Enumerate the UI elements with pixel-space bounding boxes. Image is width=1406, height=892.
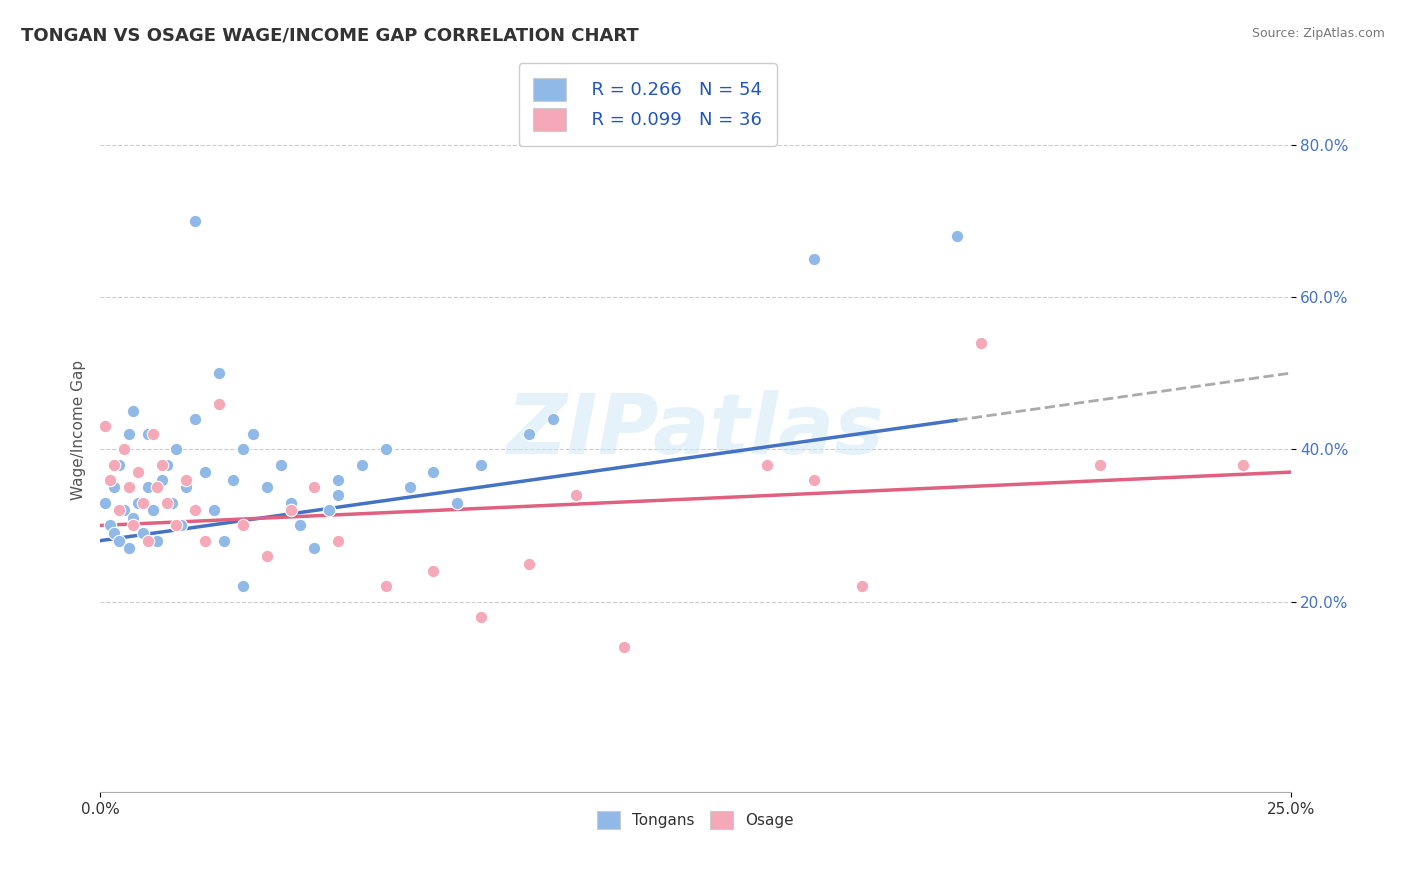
Point [184, 412, 207, 426]
Point [108, 503, 131, 517]
Point [132, 526, 155, 541]
Point [184, 503, 207, 517]
Point [470, 458, 492, 472]
Point [118, 541, 141, 556]
Point [94, 419, 117, 434]
Point [270, 458, 292, 472]
Point [194, 533, 217, 548]
Point [127, 465, 149, 479]
Point [288, 518, 311, 533]
Point [328, 488, 350, 502]
Point [374, 579, 396, 593]
Legend: Tongans, Osage: Tongans, Osage [591, 805, 800, 835]
Point [150, 473, 173, 487]
Point [242, 427, 264, 442]
Point [108, 533, 131, 548]
Point [946, 229, 969, 244]
Point [146, 533, 169, 548]
Point [280, 495, 302, 509]
Point [184, 214, 207, 228]
Point [156, 495, 179, 509]
Point [98, 518, 121, 533]
Point [122, 404, 145, 418]
Point [156, 458, 179, 472]
Point [280, 503, 302, 517]
Point [374, 442, 396, 457]
Point [194, 465, 217, 479]
Point [208, 396, 231, 410]
Point [803, 473, 825, 487]
Point [803, 252, 825, 266]
Point [222, 473, 245, 487]
Point [170, 518, 193, 533]
Point [232, 518, 254, 533]
Point [122, 511, 145, 525]
Point [202, 503, 225, 517]
Point [350, 458, 373, 472]
Point [851, 579, 873, 593]
Point [103, 526, 125, 541]
Point [755, 458, 778, 472]
Point [970, 335, 993, 350]
Point [398, 480, 420, 494]
Point [517, 427, 540, 442]
Point [1232, 458, 1254, 472]
Point [422, 465, 444, 479]
Point [112, 442, 135, 457]
Text: ZIPatlas: ZIPatlas [506, 390, 884, 471]
Point [422, 564, 444, 578]
Point [304, 541, 326, 556]
Point [103, 480, 125, 494]
Point [127, 465, 149, 479]
Point [112, 442, 135, 457]
Point [328, 533, 350, 548]
Point [118, 427, 141, 442]
Y-axis label: Wage/Income Gap: Wage/Income Gap [72, 360, 86, 500]
Point [328, 473, 350, 487]
Point [446, 495, 468, 509]
Point [122, 518, 145, 533]
Point [141, 427, 163, 442]
Point [150, 458, 173, 472]
Point [256, 480, 278, 494]
Point [160, 495, 183, 509]
Point [613, 640, 636, 655]
Point [165, 442, 187, 457]
Point [132, 495, 155, 509]
Point [565, 488, 588, 502]
Point [174, 473, 197, 487]
Point [146, 480, 169, 494]
Point [112, 503, 135, 517]
Point [232, 579, 254, 593]
Point [136, 533, 159, 548]
Point [103, 458, 125, 472]
Text: Source: ZipAtlas.com: Source: ZipAtlas.com [1251, 27, 1385, 40]
Point [470, 609, 492, 624]
Point [541, 412, 564, 426]
Text: TONGAN VS OSAGE WAGE/INCOME GAP CORRELATION CHART: TONGAN VS OSAGE WAGE/INCOME GAP CORRELAT… [21, 27, 638, 45]
Point [136, 427, 159, 442]
Point [517, 557, 540, 571]
Point [304, 480, 326, 494]
Point [127, 495, 149, 509]
Point [165, 518, 187, 533]
Point [98, 473, 121, 487]
Point [1088, 458, 1111, 472]
Point [232, 442, 254, 457]
Point [118, 480, 141, 494]
Point [136, 480, 159, 494]
Point [318, 503, 340, 517]
Point [256, 549, 278, 563]
Point [174, 480, 197, 494]
Point [98, 473, 121, 487]
Point [108, 458, 131, 472]
Point [208, 366, 231, 380]
Point [141, 503, 163, 517]
Point [94, 495, 117, 509]
Point [212, 533, 235, 548]
